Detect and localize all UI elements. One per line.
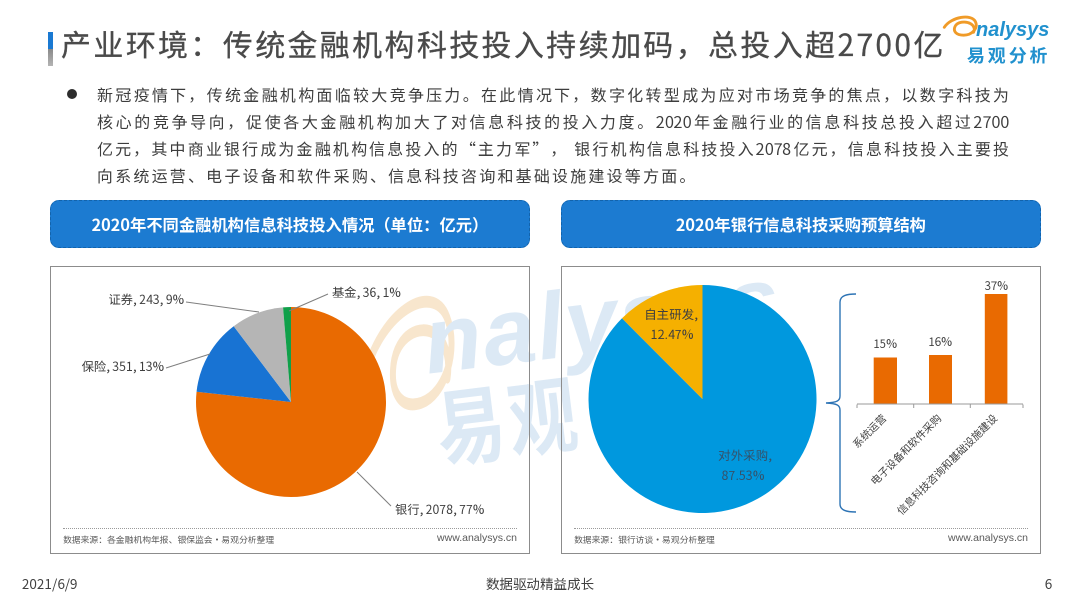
svg-text:银行, 2078, 77%: 银行, 2078, 77% [395, 500, 484, 518]
svg-text:16%: 16% [928, 334, 952, 350]
svg-text:信息科技咨询和基础设施建设: 信息科技咨询和基础设施建设 [894, 411, 1001, 518]
svg-text:保险, 351, 13%: 保险, 351, 13% [82, 357, 164, 375]
svg-text:基金, 36, 1%: 基金, 36, 1% [332, 283, 401, 301]
svg-text:12.47%: 12.47% [651, 324, 694, 343]
svg-text:15%: 15% [873, 336, 897, 352]
svg-text:37%: 37% [983, 278, 1008, 294]
svg-text:系统运营: 系统运营 [850, 411, 891, 452]
svg-text:87.53%: 87.53% [722, 465, 765, 484]
svg-text:证券, 243, 9%: 证券, 243, 9% [108, 290, 184, 308]
svg-text:自主研发,: 自主研发, [644, 304, 697, 323]
svg-text:对外采购,: 对外采购, [718, 445, 771, 464]
